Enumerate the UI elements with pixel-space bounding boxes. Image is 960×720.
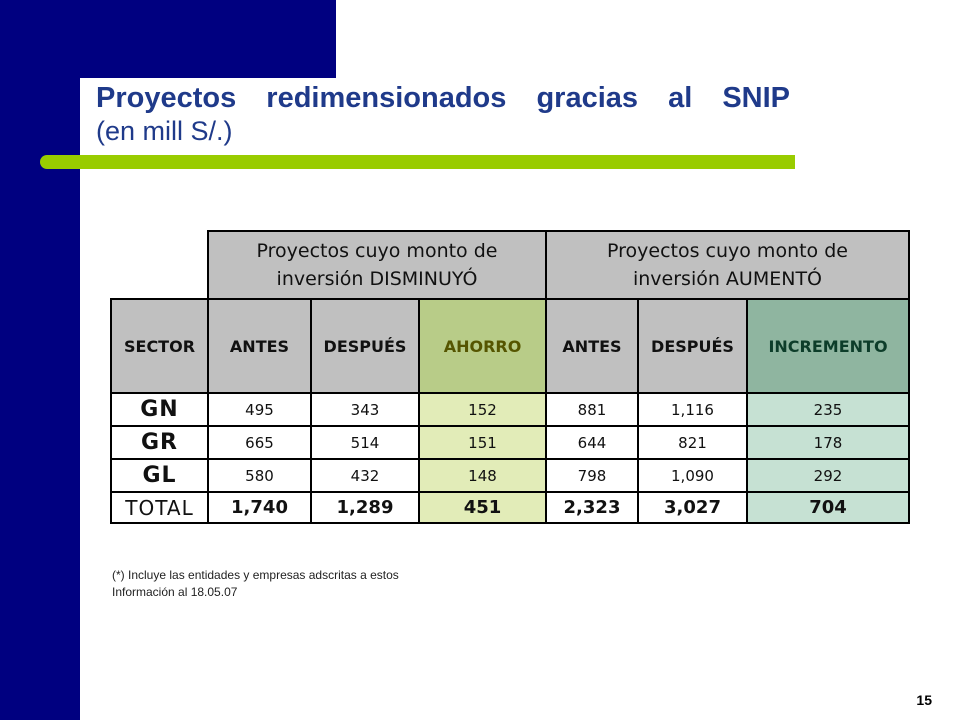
total-despues-2: 3,027 xyxy=(637,491,748,524)
incremento-cell: 235 xyxy=(746,392,910,427)
antes-cell: 580 xyxy=(207,458,312,493)
col-header-antes: ANTES xyxy=(207,298,312,394)
incremento-cell: 292 xyxy=(746,458,910,493)
despues-cell: 514 xyxy=(310,425,420,460)
col-header-despues: DESPUÉS xyxy=(310,298,420,394)
col-header-ahorro: AHORRO xyxy=(418,298,547,394)
column-header-row: SECTOR ANTES DESPUÉS AHORRO ANTES DESPUÉ… xyxy=(110,298,910,394)
table-row: GN 495 343 152 881 1,116 235 xyxy=(110,392,910,427)
despues-cell: 821 xyxy=(637,425,748,460)
navy-side-band xyxy=(0,0,80,720)
col-header-sector: SECTOR xyxy=(110,298,209,394)
page-number: 15 xyxy=(916,692,932,708)
total-label: TOTAL xyxy=(110,491,209,524)
antes-cell: 665 xyxy=(207,425,312,460)
antes-cell: 798 xyxy=(545,458,639,493)
comparison-table: Proyectos cuyo monto de inversión DISMIN… xyxy=(110,230,910,524)
total-antes: 1,740 xyxy=(207,491,312,524)
navy-top-band xyxy=(80,0,336,78)
total-ahorro: 451 xyxy=(418,491,547,524)
group-header-row: Proyectos cuyo monto de inversión DISMIN… xyxy=(111,230,910,300)
despues-cell: 343 xyxy=(310,392,420,427)
total-incremento: 704 xyxy=(746,491,910,524)
antes-cell: 881 xyxy=(545,392,639,427)
col-header-despues-2: DESPUÉS xyxy=(637,298,748,394)
table-row: GL 580 432 148 798 1,090 292 xyxy=(110,458,910,493)
antes-cell: 644 xyxy=(545,425,639,460)
col-header-incremento: INCREMENTO xyxy=(746,298,910,394)
ahorro-cell: 151 xyxy=(418,425,547,460)
table-row: GR 665 514 151 644 821 178 xyxy=(110,425,910,460)
despues-cell: 1,116 xyxy=(637,392,748,427)
despues-cell: 1,090 xyxy=(637,458,748,493)
total-despues: 1,289 xyxy=(310,491,420,524)
title-block: Proyectos redimensionados gracias al SNI… xyxy=(96,80,796,146)
group-header-disminuyo: Proyectos cuyo monto de inversión DISMIN… xyxy=(207,230,547,300)
sector-cell: GN xyxy=(110,392,209,427)
footnote-date: Información al 18.05.07 xyxy=(112,585,238,599)
footnote-entities: (*) Incluye las entidades y empresas ads… xyxy=(112,568,399,582)
footnotes: (*) Incluye las entidades y empresas ads… xyxy=(112,567,399,601)
sector-cell: GR xyxy=(110,425,209,460)
total-antes-2: 2,323 xyxy=(545,491,639,524)
despues-cell: 432 xyxy=(310,458,420,493)
incremento-cell: 178 xyxy=(746,425,910,460)
page-subtitle: (en mill S/.) xyxy=(96,116,233,146)
group-header-aumento: Proyectos cuyo monto de inversión AUMENT… xyxy=(545,230,910,300)
antes-cell: 495 xyxy=(207,392,312,427)
ahorro-cell: 152 xyxy=(418,392,547,427)
sector-cell: GL xyxy=(110,458,209,493)
total-row: TOTAL 1,740 1,289 451 2,323 3,027 704 xyxy=(110,491,910,524)
accent-bar xyxy=(40,155,795,169)
page-title: Proyectos redimensionados gracias al SNI… xyxy=(96,82,790,114)
ahorro-cell: 148 xyxy=(418,458,547,493)
col-header-antes-2: ANTES xyxy=(545,298,639,394)
